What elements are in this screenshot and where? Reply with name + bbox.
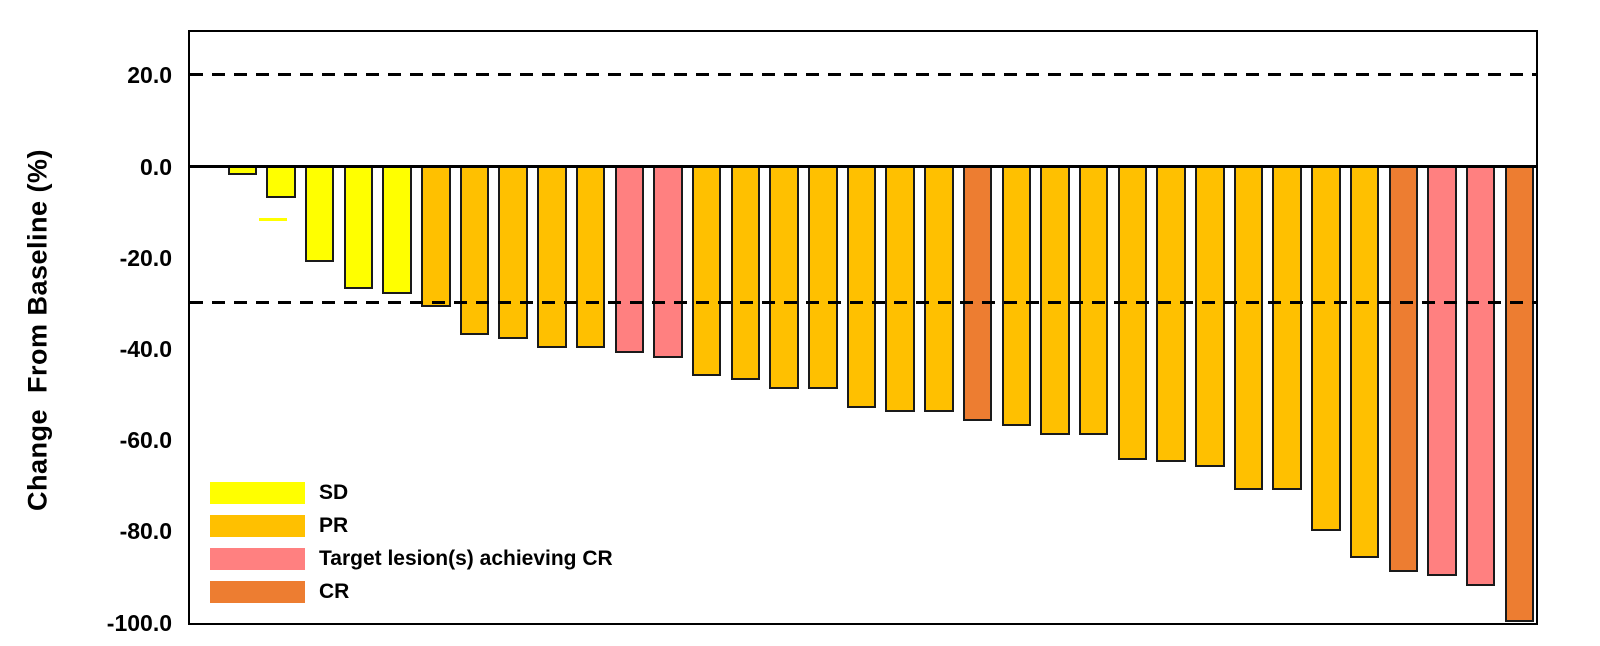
bar-sd-5 [382,166,412,294]
bar-tl-cr-33 [1465,166,1496,586]
bar-cr-31 [1388,166,1418,572]
y-tick-label: -20.0 [119,244,172,271]
y-tick-label: 0.0 [140,153,172,180]
legend-entry-sd: SD [210,481,613,504]
y-tick-label: -40.0 [119,335,172,362]
bar-pr-29 [1311,166,1341,531]
y-tick-label: 20.0 [127,62,172,89]
yellow-dash-marker [259,217,288,221]
bar-pr-23 [1078,166,1109,436]
legend-entry-tl-cr: Target lesion(s) achieving CR [210,547,613,570]
legend-label: PR [319,514,349,537]
bar-cr-20 [962,166,993,422]
bar-pr-26 [1195,166,1225,467]
bar-pr-9 [537,166,567,349]
legend-swatch-sd [210,482,305,504]
bar-tl-cr-12 [653,166,683,358]
bar-pr-15 [769,166,799,390]
bar-sd-4 [343,166,374,290]
bar-pr-25 [1156,166,1186,463]
legend-swatch-tl-cr [210,548,305,570]
bar-pr-22 [1040,166,1070,436]
bar-pr-17 [846,166,877,408]
bar-pr-10 [575,166,606,349]
bar-pr-7 [459,166,490,335]
bar-pr-6 [421,166,451,308]
bar-pr-16 [808,166,838,390]
bar-pr-18 [885,166,915,413]
bar-pr-19 [924,166,954,413]
y-tick-label: -100.0 [106,609,172,636]
bar-tl-cr-32 [1427,166,1457,577]
plot-area: SD PR Target lesion(s) achieving CR CR [188,30,1538,625]
bar-pr-8 [498,166,528,340]
legend-entry-pr: PR [210,514,613,537]
legend-swatch-cr [210,581,305,603]
bar-sd-2 [266,166,296,198]
zero-line [190,164,1536,168]
y-axis-tick-labels: 20.0 0.0 -20.0 -40.0 -60.0 -80.0 -100.0 [0,0,172,646]
bar-pr-30 [1349,166,1380,559]
legend-label: SD [319,481,349,504]
bar-pr-27 [1233,166,1264,490]
y-tick-label: -60.0 [119,427,172,454]
bar-tl-cr-11 [614,166,644,353]
bar-pr-28 [1272,166,1302,490]
reference-line-20 [190,73,1536,77]
bar-sd-3 [304,166,335,262]
legend-label: Target lesion(s) achieving CR [319,547,613,570]
bar-pr-14 [730,166,761,381]
bar-pr-21 [1001,166,1031,426]
reference-line--30 [190,301,1536,305]
bar-pr-13 [691,166,722,376]
bar-pr-24 [1117,166,1148,461]
legend-entry-cr: CR [210,580,613,603]
legend-swatch-pr [210,515,305,537]
y-tick-label: -80.0 [119,518,172,545]
bar-cr-34 [1504,166,1535,622]
legend: SD PR Target lesion(s) achieving CR CR [210,481,613,614]
legend-label: CR [319,580,350,603]
